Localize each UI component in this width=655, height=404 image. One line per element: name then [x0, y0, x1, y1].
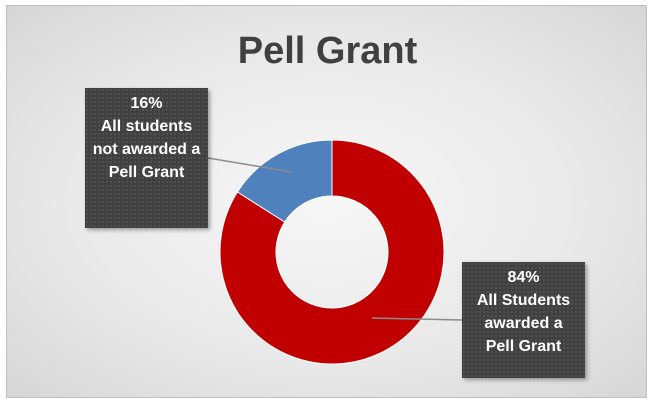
- leader-line: [371, 317, 463, 321]
- category-label: All Students awarded a Pell Grant: [476, 292, 571, 355]
- data-label: 84% All Students awarded a Pell Grant: [462, 262, 585, 378]
- value-label: 84%: [507, 269, 540, 286]
- value-label: 16%: [130, 95, 163, 112]
- leader-line: [207, 157, 293, 173]
- chart-title: Pell Grant: [237, 30, 418, 72]
- donut-slice: [219, 139, 445, 365]
- data-label: 16% All students not awarded a Pell Gran…: [85, 88, 208, 228]
- category-label: All students not awarded a Pell Grant: [92, 118, 201, 181]
